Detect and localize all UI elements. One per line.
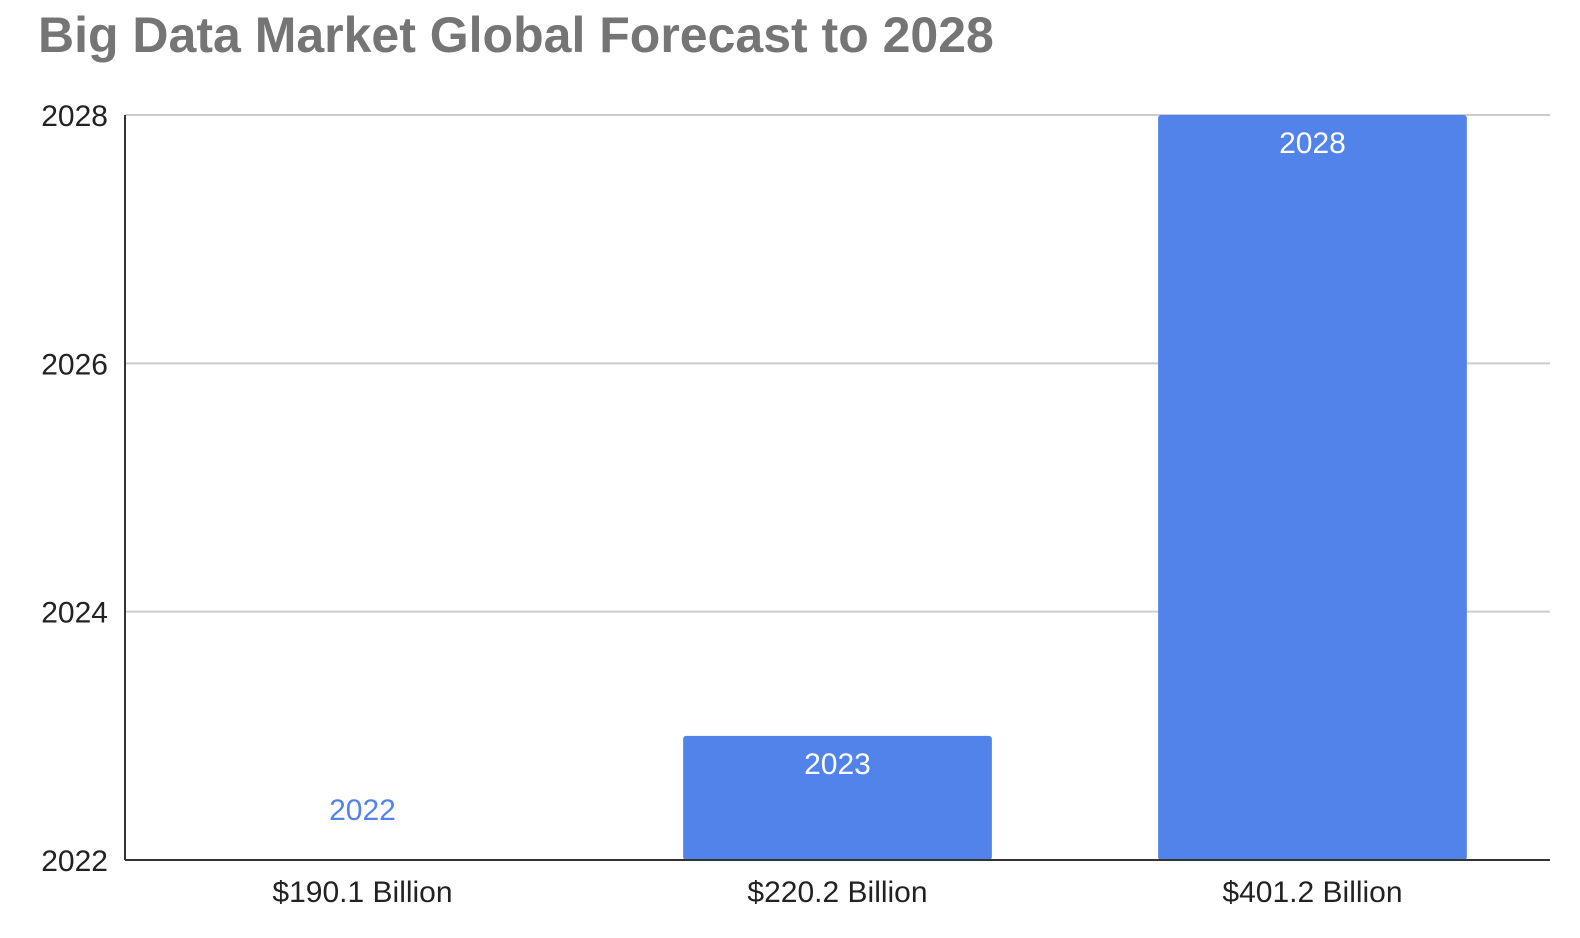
bar-data-label: 2023 bbox=[804, 748, 871, 781]
x-tick-label: $401.2 Billion bbox=[1222, 876, 1402, 909]
x-axis-ticks: $190.1 Billion $220.2 Billion $401.2 Billi… bbox=[272, 876, 1402, 909]
y-tick-label: 2026 bbox=[41, 348, 108, 381]
data-labels: 2022 2023 2028 bbox=[329, 127, 1346, 827]
axes bbox=[124, 115, 1550, 861]
y-tick-label: 2022 bbox=[41, 845, 108, 878]
bar-data-label: 2022 bbox=[329, 794, 396, 827]
y-tick-label: 2024 bbox=[41, 597, 108, 630]
bars bbox=[683, 115, 1467, 860]
chart-title: Big Data Market Global Forecast to 2028 bbox=[38, 7, 994, 63]
x-tick-label: $220.2 Billion bbox=[747, 876, 927, 909]
bar bbox=[683, 735, 992, 860]
y-axis-ticks: 2022 2024 2026 2028 bbox=[41, 100, 108, 878]
y-tick-label: 2028 bbox=[41, 100, 108, 133]
bar-data-label: 2028 bbox=[1279, 127, 1346, 160]
x-tick-label: $190.1 Billion bbox=[272, 876, 452, 909]
bar bbox=[1158, 115, 1467, 860]
